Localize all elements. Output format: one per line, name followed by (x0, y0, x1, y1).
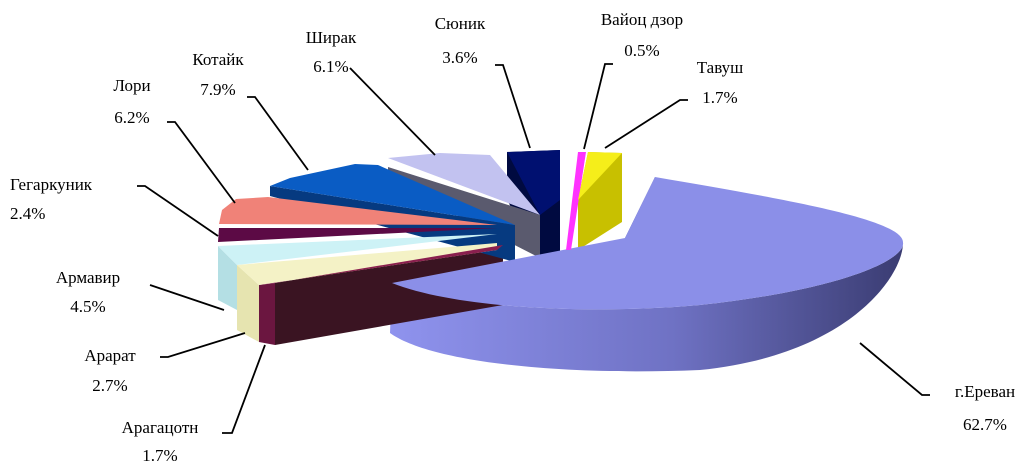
slice-syunik (507, 150, 560, 215)
wall-aragatsotn (259, 283, 275, 345)
wall-ararat (237, 265, 259, 342)
label-shirak-value: 6.1% (313, 57, 348, 76)
leader-tavush (604, 99, 688, 149)
slice-shirak (388, 153, 540, 215)
slice-yerevan (392, 177, 904, 310)
label-yerevan-name: г.Ереван (955, 382, 1015, 401)
label-yerevan-value: 62.7% (963, 415, 1007, 434)
slice-tavush (578, 152, 622, 200)
slice-tops (218, 150, 904, 310)
wall-armavir (218, 246, 237, 310)
leader-armavir (149, 284, 225, 311)
wall-yerevan (390, 243, 904, 372)
slice-armavir (218, 234, 497, 265)
slice-vayotsdzor (566, 152, 586, 250)
label-kotayk-value: 7.9% (200, 80, 235, 99)
label-shirak-name: Ширак (306, 28, 357, 47)
leader-vayotsdzor (583, 63, 613, 150)
label-syunik-value: 3.6% (442, 48, 477, 67)
slice-ararat (237, 243, 497, 285)
label-kotayk-name: Котайк (192, 50, 244, 69)
leader-aragatsotn (222, 344, 266, 434)
leader-syunik (495, 64, 531, 149)
leader-gegarkunik (137, 185, 219, 237)
slice-lori (219, 197, 497, 225)
label-ararat-name: Арарат (84, 346, 136, 365)
leader-lori (167, 121, 236, 204)
label-armavir-value: 4.5% (70, 297, 105, 316)
wall-dark (275, 245, 503, 345)
label-syunik-name: Сюник (435, 14, 486, 33)
label-aragatsotn-value: 1.7% (142, 446, 177, 463)
label-tavush-value: 1.7% (702, 88, 737, 107)
slice-kotayk (270, 164, 515, 225)
label-gegarkunik-name: Гегаркуник (10, 175, 93, 194)
label-aragatsotn-name: Арагацотн (122, 418, 199, 437)
leader-lines (137, 63, 930, 434)
label-gegarkunik-value: 2.4% (10, 204, 45, 223)
slice-gegarkunik (218, 228, 497, 242)
leader-yerevan (859, 342, 930, 396)
slice-labels: г.Ереван 62.7% Арагацотн 1.7% Арарат 2.7… (10, 10, 1015, 463)
label-tavush-name: Тавуш (697, 58, 744, 77)
label-lori-value: 6.2% (114, 108, 149, 127)
leader-shirak (349, 67, 436, 156)
label-ararat-value: 2.7% (92, 376, 127, 395)
leader-kotayk (247, 96, 309, 171)
label-vayotsdzor-name: Вайоц дзор (601, 10, 683, 29)
label-armavir-name: Армавир (56, 268, 120, 287)
leader-ararat (160, 332, 246, 358)
label-vayotsdzor-value: 0.5% (624, 41, 659, 60)
label-lori-name: Лори (113, 76, 150, 95)
